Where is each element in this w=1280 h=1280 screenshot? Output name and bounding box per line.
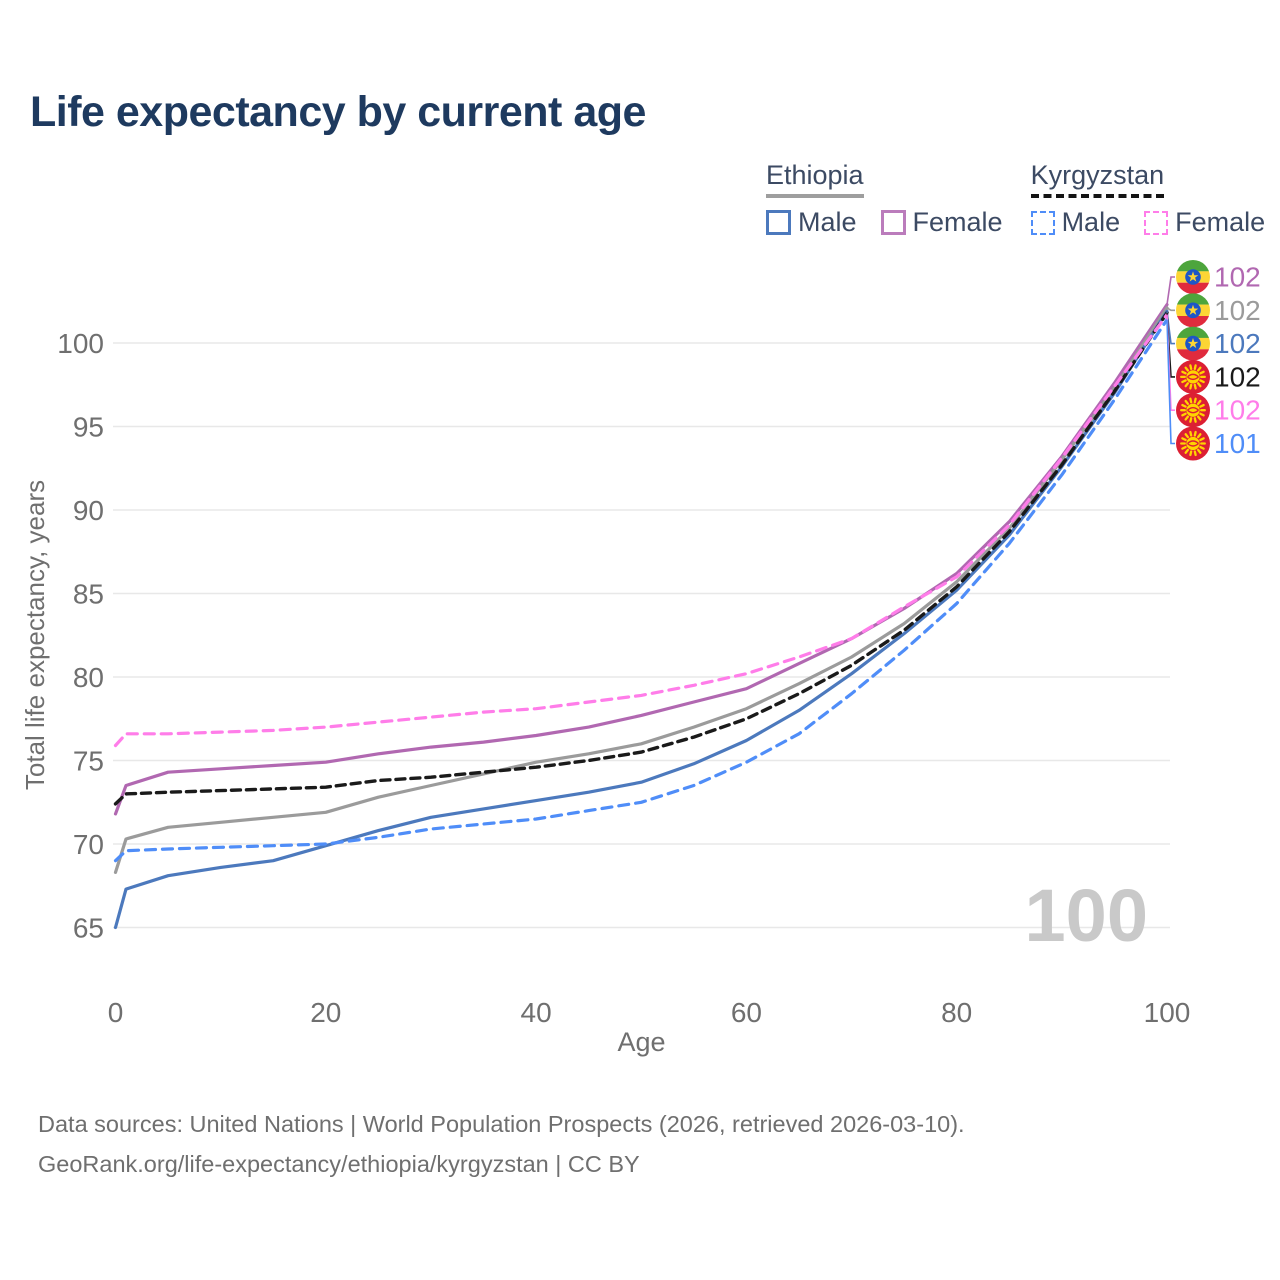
- series-line-ethiopia-male[interactable]: [113, 309, 1169, 930]
- kyrgyzstan-male-swatch-icon: [1030, 210, 1055, 235]
- ethiopia-flag-icon: [1176, 293, 1210, 328]
- series-line-ethiopia-female[interactable]: [113, 303, 1169, 816]
- leader-line-ethiopia-both: [1166, 307, 1175, 312]
- end-value-label-ethiopia-male: 102: [1214, 328, 1261, 359]
- legend-group-ethiopia: Ethiopia Male Female: [766, 160, 1003, 238]
- age-watermark: 100: [1025, 874, 1148, 957]
- legend-items-kyrgyzstan: Male Female: [1030, 207, 1265, 238]
- x-tick-label-60: 60: [731, 997, 762, 1028]
- y-tick-label-65: 65: [73, 913, 104, 944]
- kyrgyzstan-flag-icon: [1176, 359, 1210, 394]
- x-tick-label-40: 40: [521, 997, 552, 1028]
- legend: Ethiopia Male Female Kyrgyzstan Male: [766, 160, 1265, 238]
- ethiopia-flag-icon: [1176, 260, 1210, 294]
- kyrgyzstan-female-swatch-icon: [1144, 210, 1169, 235]
- kyrgyzstan-flag-icon: [1176, 426, 1210, 461]
- page-title: Life expectancy by current age: [30, 88, 646, 136]
- end-value-label-kyrgyzstan-female: 102: [1214, 395, 1261, 426]
- legend-item-kyrgyzstan-female[interactable]: Female: [1144, 207, 1265, 238]
- series-line-kyrgyzstan-male[interactable]: [113, 318, 1169, 863]
- x-tick-label-20: 20: [310, 997, 341, 1028]
- x-tick-label-0: 0: [108, 997, 124, 1028]
- y-tick-label-90: 90: [73, 495, 104, 526]
- legend-item-kyrgyzstan-male[interactable]: Male: [1030, 207, 1121, 238]
- data-sources-line: Data sources: United Nations | World Pop…: [38, 1111, 965, 1137]
- legend-group-kyrgyzstan: Kyrgyzstan Male Female: [1030, 160, 1265, 238]
- leader-line-ethiopia-female: [1166, 276, 1175, 305]
- kyrgyzstan-flag-icon: [1176, 393, 1210, 428]
- series-line-kyrgyzstan-female[interactable]: [113, 313, 1169, 748]
- end-value-label-kyrgyzstan-both: 102: [1214, 361, 1261, 392]
- legend-item-ethiopia-male[interactable]: Male: [766, 207, 857, 238]
- ethiopia-female-swatch-icon: [880, 210, 906, 235]
- y-tick-label-80: 80: [73, 662, 104, 693]
- y-tick-label-95: 95: [73, 412, 104, 443]
- footer: Data sources: United Nations | World Pop…: [38, 1104, 965, 1184]
- legend-label-ethiopia-male: Male: [798, 207, 857, 237]
- attribution-line: GeoRank.org/life-expectancy/ethiopia/kyr…: [38, 1151, 640, 1177]
- series-line-ethiopia-both[interactable]: [113, 306, 1169, 875]
- x-axis-title: Age: [617, 1027, 665, 1057]
- legend-items-ethiopia: Male Female: [766, 207, 1003, 238]
- legend-header-kyrgyzstan: Kyrgyzstan: [1030, 160, 1165, 198]
- end-value-label-ethiopia-both: 102: [1214, 295, 1261, 326]
- y-tick-label-100: 100: [57, 328, 104, 359]
- ethiopia-male-swatch-icon: [766, 210, 791, 235]
- series-line-kyrgyzstan-both[interactable]: [113, 311, 1169, 806]
- end-value-label-kyrgyzstan-male: 101: [1214, 428, 1261, 459]
- legend-label-kyrgyzstan-male: Male: [1061, 207, 1121, 237]
- y-tick-label-85: 85: [73, 579, 104, 610]
- y-tick-label-75: 75: [73, 746, 104, 777]
- leader-line-kyrgyzstan-male: [1166, 319, 1175, 445]
- x-tick-label-100: 100: [1144, 997, 1191, 1028]
- legend-item-ethiopia-female[interactable]: Female: [880, 207, 1003, 238]
- x-tick-label-80: 80: [941, 997, 972, 1028]
- end-value-label-ethiopia-female: 102: [1214, 262, 1261, 293]
- legend-label-ethiopia-female: Female: [912, 207, 1003, 237]
- y-tick-label-70: 70: [73, 829, 104, 860]
- legend-label-kyrgyzstan-female: Female: [1175, 207, 1266, 237]
- ethiopia-flag-icon: [1176, 326, 1210, 361]
- legend-header-ethiopia: Ethiopia: [766, 160, 864, 198]
- y-axis-title: Total life expectancy, years: [20, 480, 50, 790]
